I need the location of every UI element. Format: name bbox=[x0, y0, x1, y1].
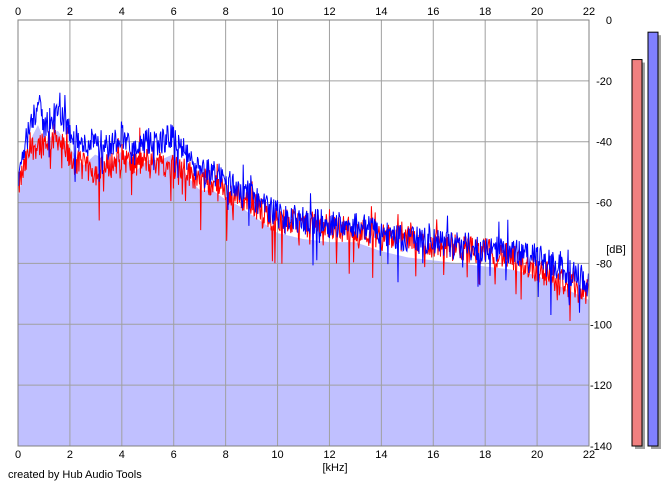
x-tick-label-top: 18 bbox=[479, 6, 491, 18]
x-tick-label-top: 10 bbox=[271, 6, 283, 18]
x-tick-label-top: 8 bbox=[223, 6, 229, 18]
x-tick-label-bottom: 4 bbox=[119, 449, 125, 461]
x-tick-label-top: 6 bbox=[171, 6, 177, 18]
level-bar-blue bbox=[647, 31, 659, 447]
x-tick-label-bottom: 14 bbox=[375, 449, 387, 461]
x-tick-label-bottom: 16 bbox=[427, 449, 439, 461]
footer-credit: created by Hub Audio Tools bbox=[8, 469, 142, 481]
y-tick-label: -120 bbox=[590, 380, 612, 392]
x-tick-label-top: 22 bbox=[583, 6, 595, 18]
series-line-blue bbox=[17, 92, 590, 316]
x-axis-label: [kHz] bbox=[322, 462, 347, 474]
x-tick-label-top: 14 bbox=[375, 6, 387, 18]
y-axis-label: [dB] bbox=[606, 244, 626, 256]
y-tick-label: -20 bbox=[596, 76, 612, 88]
x-tick-label-bottom: 2 bbox=[67, 449, 73, 461]
y-tick-label: -80 bbox=[596, 258, 612, 270]
x-tick-label-bottom: 0 bbox=[15, 449, 21, 461]
x-tick-label-top: 20 bbox=[531, 6, 543, 18]
x-tick-label-bottom: 12 bbox=[323, 449, 335, 461]
x-tick-label-top: 16 bbox=[427, 6, 439, 18]
x-tick-label-bottom: 18 bbox=[479, 449, 491, 461]
x-tick-label-bottom: 6 bbox=[171, 449, 177, 461]
x-tick-label-bottom: 8 bbox=[223, 449, 229, 461]
y-tick-label: 0 bbox=[606, 15, 612, 27]
x-tick-label-top: 4 bbox=[119, 6, 125, 18]
x-tick-label-top: 0 bbox=[15, 6, 21, 18]
x-tick-label-bottom: 10 bbox=[271, 449, 283, 461]
y-tick-label: -100 bbox=[590, 319, 612, 331]
y-tick-label: -40 bbox=[596, 137, 612, 149]
x-tick-label-bottom: 20 bbox=[531, 449, 543, 461]
x-tick-label-top: 2 bbox=[67, 6, 73, 18]
x-tick-label-bottom: 22 bbox=[583, 449, 595, 461]
y-tick-label: -140 bbox=[590, 441, 612, 453]
plot-frame bbox=[17, 19, 590, 447]
spectrum-fill-area bbox=[18, 125, 589, 446]
x-tick-label-top: 12 bbox=[323, 6, 335, 18]
level-bar-red bbox=[631, 59, 643, 447]
y-tick-label: -60 bbox=[596, 198, 612, 210]
